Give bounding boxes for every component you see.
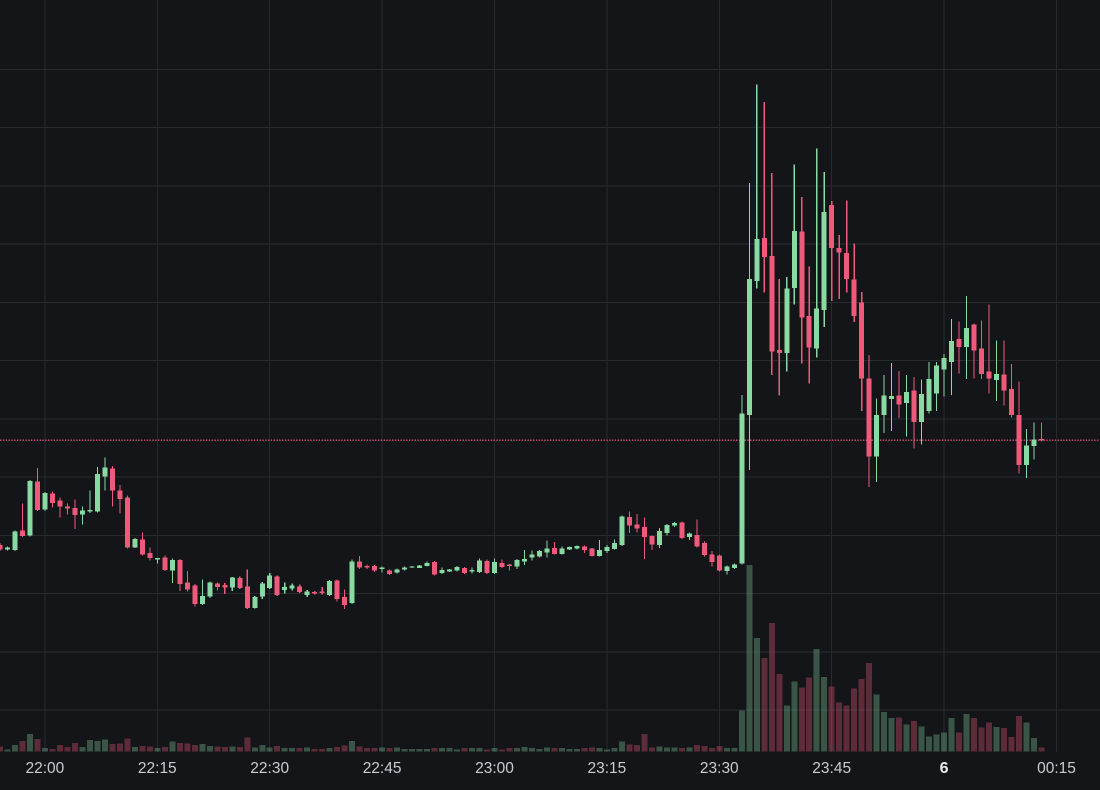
svg-text:22:45: 22:45 xyxy=(363,760,402,777)
svg-text:23:15: 23:15 xyxy=(588,760,627,777)
svg-text:23:45: 23:45 xyxy=(812,760,851,777)
svg-text:22:30: 22:30 xyxy=(250,760,289,777)
svg-text:00:15: 00:15 xyxy=(1037,760,1076,777)
svg-text:6: 6 xyxy=(940,760,949,777)
svg-text:23:00: 23:00 xyxy=(475,760,514,777)
svg-text:22:00: 22:00 xyxy=(26,760,65,777)
svg-text:23:30: 23:30 xyxy=(700,760,739,777)
svg-text:22:15: 22:15 xyxy=(138,760,177,777)
